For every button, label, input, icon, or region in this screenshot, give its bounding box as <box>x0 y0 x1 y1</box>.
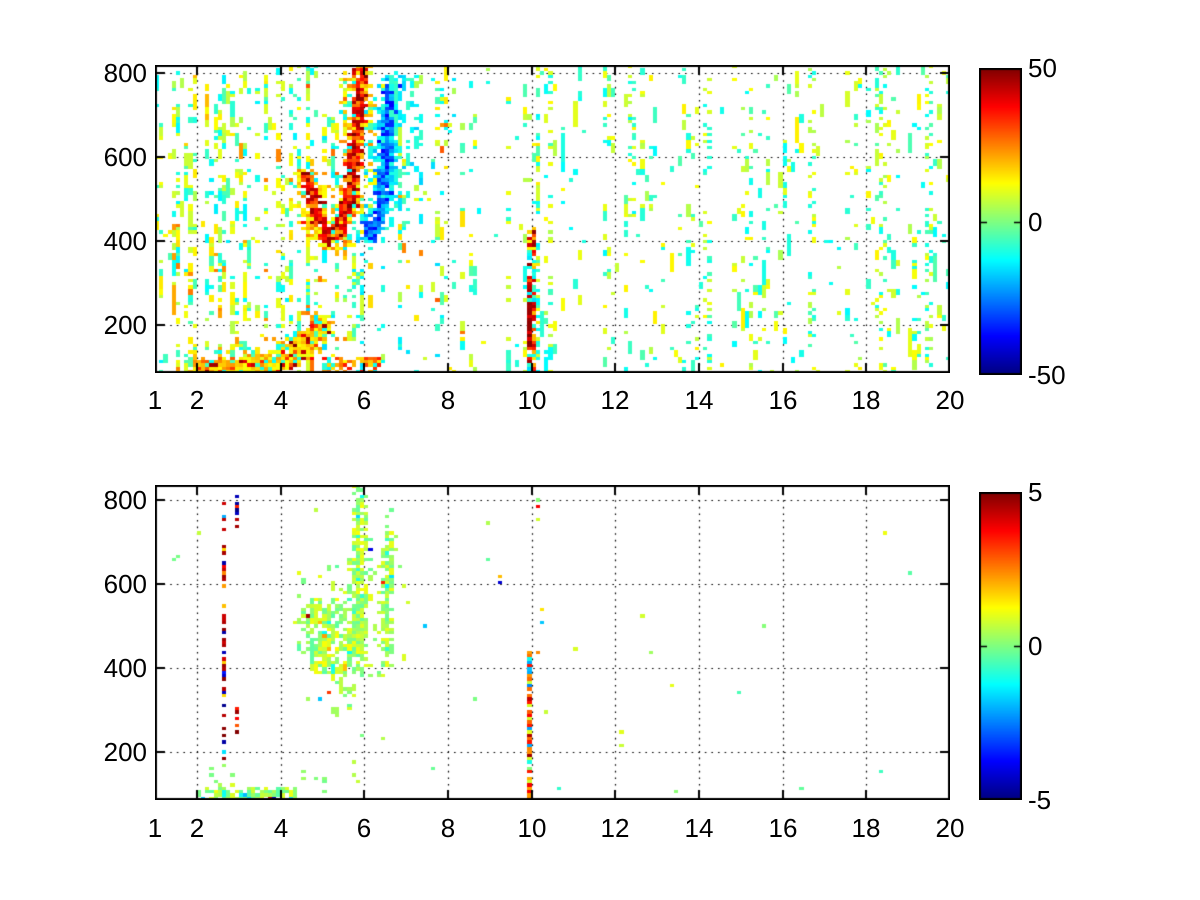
x-tick-label: 16 <box>768 813 798 843</box>
y-tick-label: 200 <box>103 310 147 340</box>
x-tick-label: 10 <box>517 813 547 843</box>
y-tick-label: 800 <box>103 485 147 515</box>
colorbar-tick-label: -5 <box>1028 785 1052 815</box>
colorbar-tick-label: 0 <box>1028 207 1043 237</box>
x-tick-label: 6 <box>356 385 372 415</box>
x-tick-label: 1 <box>147 385 163 415</box>
colorbar-tick-label: 5 <box>1028 477 1043 507</box>
y-tick-label: 600 <box>103 142 147 172</box>
x-tick-label: 14 <box>684 385 714 415</box>
x-tick-label: 12 <box>600 385 630 415</box>
top-colorbar-canvas <box>979 68 1022 375</box>
x-tick-label: 18 <box>851 813 881 843</box>
x-tick-label: 6 <box>356 813 372 843</box>
x-tick-label: 1 <box>147 813 163 843</box>
bottom-colorbar-canvas <box>979 492 1022 800</box>
x-tick-label: 8 <box>440 813 456 843</box>
x-tick-label: 12 <box>600 813 630 843</box>
y-tick-label: 800 <box>103 58 147 88</box>
x-tick-label: 2 <box>189 385 205 415</box>
colorbar-tick-label: -50 <box>1028 360 1066 390</box>
x-tick-label: 14 <box>684 813 714 843</box>
x-tick-label: 10 <box>517 385 547 415</box>
x-tick-label: 8 <box>440 385 456 415</box>
y-tick-label: 600 <box>103 569 147 599</box>
bottom-heatmap-canvas <box>155 485 950 800</box>
x-tick-label: 16 <box>768 385 798 415</box>
x-tick-label: 4 <box>273 385 289 415</box>
colorbar-tick-label: 0 <box>1028 631 1043 661</box>
x-tick-label: 2 <box>189 813 205 843</box>
x-tick-label: 18 <box>851 385 881 415</box>
top-heatmap-canvas <box>155 65 950 373</box>
y-tick-label: 200 <box>103 737 147 767</box>
y-tick-label: 400 <box>103 226 147 256</box>
y-tick-label: 400 <box>103 653 147 683</box>
x-tick-label: 4 <box>273 813 289 843</box>
x-tick-label: 20 <box>935 813 965 843</box>
x-tick-label: 20 <box>935 385 965 415</box>
colorbar-tick-label: 50 <box>1028 53 1057 83</box>
